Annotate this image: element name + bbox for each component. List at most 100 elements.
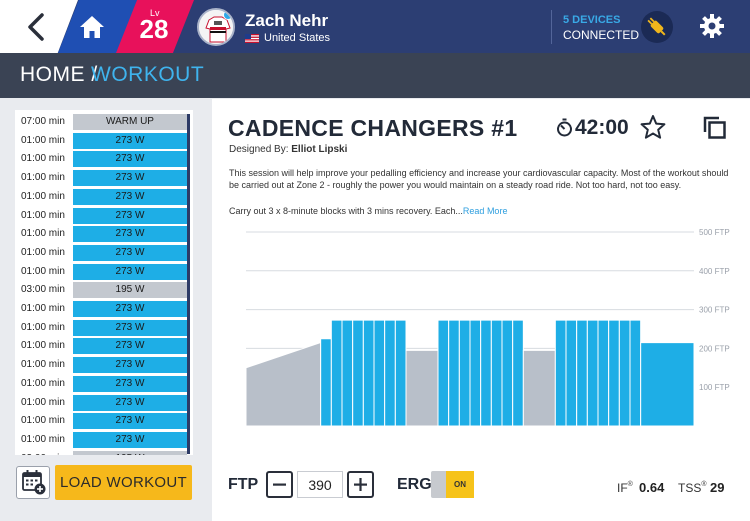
chart-segment-bar[interactable] — [245, 341, 322, 427]
designer-prefix: Designed By: — [229, 144, 289, 155]
stopwatch-icon — [557, 118, 572, 137]
if-label: IF® — [617, 481, 633, 495]
segment-row[interactable]: 01:00 min 273 W — [15, 412, 193, 431]
schedule-button[interactable] — [16, 466, 50, 499]
chart-segment-bar[interactable] — [597, 319, 610, 427]
workout-duration: 42:00 — [575, 116, 629, 139]
chart-segment-bar[interactable] — [512, 319, 524, 427]
chart-segment-bar[interactable] — [469, 319, 482, 427]
chart-segment-bar[interactable] — [437, 319, 450, 427]
breadcrumb — [0, 53, 750, 98]
if-label-text: IF — [617, 481, 628, 495]
segment-row[interactable]: 01:00 min 273 W — [15, 206, 193, 226]
erg-toggle-state[interactable]: ON — [446, 471, 474, 498]
chart-segment-bar[interactable] — [320, 338, 332, 427]
designer-name: Elliot Lipski — [291, 144, 348, 155]
user-name[interactable]: Zach Nehr — [245, 11, 329, 30]
segment-power: 273 W — [73, 413, 187, 430]
devices-count[interactable]: 5 DEVICES — [563, 14, 621, 26]
segment-row[interactable]: 01:00 min 273 W — [15, 131, 193, 151]
chart-segment-bar[interactable] — [352, 319, 364, 427]
segment-list[interactable]: 07:00 min WARM UP 01:00 min 273 W 01:00 min 2… — [15, 110, 193, 455]
tss-value: 29 — [710, 480, 725, 495]
chart-segment-bar[interactable] — [405, 349, 439, 427]
segment-row[interactable]: 01:00 min 273 W — [15, 430, 193, 450]
read-more-link[interactable]: Read More — [462, 206, 508, 216]
chart-segment-bar[interactable] — [490, 319, 503, 427]
workout-profile-chart: 500 FTP 400 FTP 300 FTP 200 FTP 100 FTP — [245, 228, 730, 427]
chart-segment-bar[interactable] — [394, 319, 407, 427]
chart-segment-bar[interactable] — [629, 319, 642, 427]
level-value: 28 — [139, 14, 169, 44]
segment-duration: 07:00 min — [15, 113, 71, 131]
segment-row[interactable]: 01:00 min 273 W — [15, 356, 193, 375]
segment-power: 273 W — [73, 263, 187, 280]
avatar[interactable] — [197, 8, 235, 46]
pairing-button[interactable] — [641, 11, 673, 43]
tss-label: TSS® — [678, 481, 707, 495]
chart-segment-bar[interactable] — [458, 319, 471, 427]
gear-icon[interactable] — [699, 13, 725, 39]
chart-segment-bar[interactable] — [384, 319, 396, 427]
chart-segment-bar[interactable] — [565, 319, 578, 427]
segment-duration: 01:00 min — [15, 337, 71, 356]
ftp-decrease-button[interactable] — [266, 471, 293, 498]
segment-row[interactable]: 01:00 min 273 W — [15, 393, 193, 413]
segment-power: 273 W — [73, 301, 187, 317]
chart-segment-bar[interactable] — [586, 319, 599, 427]
verified-badge-icon — [223, 10, 233, 20]
chart-segment-bar[interactable] — [618, 319, 631, 427]
breadcrumb-home[interactable]: HOME / — [20, 63, 98, 86]
minus-icon — [273, 483, 286, 486]
segment-row[interactable]: 01:00 min 273 W — [15, 337, 193, 356]
chart-segment-bar[interactable] — [480, 319, 492, 427]
chart-segment-bar[interactable] — [341, 319, 354, 427]
ftp-label: FTP — [228, 476, 259, 493]
devices-divider — [551, 10, 552, 44]
segment-row[interactable]: 01:00 min 273 W — [15, 187, 193, 207]
chart-segment-bar[interactable] — [330, 319, 343, 427]
chart-segment-bar[interactable] — [554, 319, 567, 427]
segment-row[interactable]: 07:00 min WARM UP — [15, 113, 193, 132]
segment-row[interactable]: 01:00 min 273 W — [15, 262, 193, 282]
segment-power: 273 W — [73, 319, 187, 336]
chevron-left-icon[interactable] — [22, 12, 52, 42]
ftp-increase-button[interactable] — [347, 471, 374, 498]
copy-icon[interactable] — [701, 114, 728, 141]
segment-duration: 01:00 min — [15, 393, 71, 412]
y-tick-label: 400 FTP — [699, 267, 730, 276]
chart-segment-bar[interactable] — [373, 319, 386, 427]
segment-row[interactable]: 01:00 min 273 W — [15, 225, 193, 244]
chart-segment-bar[interactable] — [522, 349, 556, 427]
chart-segment-bar[interactable] — [576, 319, 588, 427]
segment-duration: 01:00 min — [15, 225, 71, 244]
segment-row[interactable]: 01:00 min 273 W — [15, 243, 193, 263]
star-icon[interactable] — [640, 114, 666, 140]
segment-power: WARM UP — [73, 114, 187, 130]
segment-power: 273 W — [73, 357, 187, 374]
segment-row[interactable]: 01:00 min 273 W — [15, 150, 193, 169]
segment-row[interactable]: 01:00 min 273 W — [15, 374, 193, 394]
load-workout-button[interactable]: LOAD WORKOUT — [55, 465, 192, 500]
chart-segment-bar[interactable] — [501, 319, 514, 427]
segment-row[interactable]: 01:00 min 273 W — [15, 300, 193, 319]
chart-segment-bar[interactable] — [640, 342, 695, 427]
ftp-input[interactable]: 390 — [297, 471, 343, 498]
segment-power: 273 W — [73, 151, 187, 168]
chart-segment-bar[interactable] — [608, 319, 620, 427]
us-flag-icon — [245, 34, 259, 43]
devices-status[interactable]: CONNECTED — [563, 28, 640, 42]
segment-duration: 01:00 min — [15, 243, 71, 262]
list-scrollbar[interactable] — [187, 114, 190, 454]
calendar-add-icon — [22, 470, 46, 495]
chart-segment-bar[interactable] — [448, 319, 460, 427]
chart-segment-bar[interactable] — [362, 319, 375, 427]
plug-icon — [647, 17, 666, 36]
home-icon[interactable] — [79, 14, 105, 40]
breadcrumb-current: WORKOUT — [91, 63, 205, 86]
segment-duration: 01:00 min — [15, 412, 71, 431]
segment-row[interactable]: 01:00 min 273 W — [15, 169, 193, 188]
segment-row[interactable]: 01:00 min 273 W — [15, 318, 193, 338]
